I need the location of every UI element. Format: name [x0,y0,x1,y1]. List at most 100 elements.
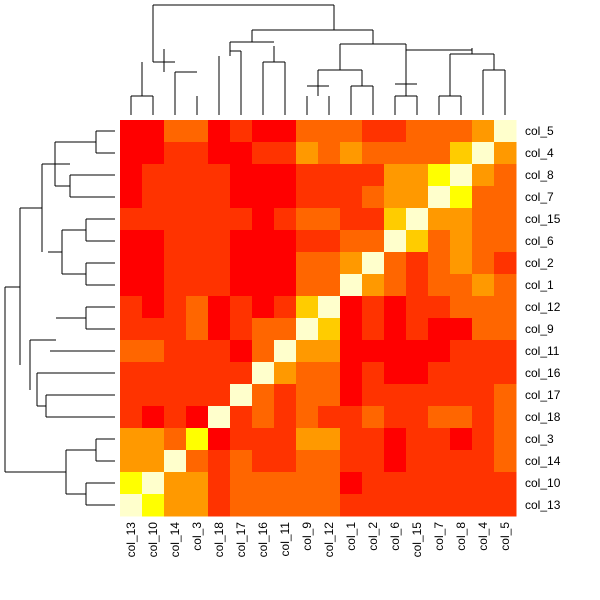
heatmap-cell [230,384,253,407]
heatmap-cell [208,274,231,297]
column-dendrogram [130,4,506,115]
heatmap-cell [230,274,253,297]
heatmap-cell [362,164,385,187]
heatmap-cell [164,384,187,407]
heatmap-cell [428,120,451,143]
heatmap-cell [230,252,253,275]
heatmap-cell [208,208,231,231]
heatmap-cell [406,362,429,385]
heatmap-cell [296,406,319,429]
heatmap-cell [252,208,275,231]
y-tick-label: col_7 [525,190,554,204]
y-tick-label: col_4 [525,146,554,160]
heatmap-cell [274,472,297,495]
heatmap-cell [494,318,517,341]
heatmap-cell [362,494,385,517]
heatmap-cell [120,230,143,253]
heatmap-cell [274,494,297,517]
y-tick-label: col_15 [525,212,561,226]
heatmap-cell [494,406,517,429]
heatmap-cell [142,186,165,209]
heatmap-cell [186,362,209,385]
heatmap-cell [208,494,231,517]
heatmap-cell [142,406,165,429]
heatmap-cell [164,450,187,473]
heatmap-cell [142,450,165,473]
heatmap-cell [384,208,407,231]
heatmap-cell [230,362,253,385]
heatmap-cell [120,164,143,187]
heatmap-cell [164,494,187,517]
heatmap-cell [186,384,209,407]
heatmap-cell [274,274,297,297]
y-tick-label: col_12 [525,300,561,314]
heatmap-cell [472,494,495,517]
x-tick-label: col_2 [366,522,380,551]
heatmap-cell [428,472,451,495]
heatmap-cell [494,164,517,187]
heatmap-cell [450,450,473,473]
heatmap-cell [252,252,275,275]
heatmap-cell [340,120,363,143]
heatmap-cell [318,406,341,429]
heatmap-cell [296,428,319,451]
heatmap-cell [142,340,165,363]
heatmap-cell [428,494,451,517]
y-axis-tick-labels: col_5 col_4 col_8 col_7 col_15 col_6 col_2 col_… [525,124,561,512]
heatmap-cell [296,120,319,143]
heatmap-cell [428,274,451,297]
heatmap-cells [120,120,517,517]
heatmap-cell [186,186,209,209]
heatmap-cell [120,142,143,165]
heatmap-cell [252,296,275,319]
heatmap-cell [406,274,429,297]
x-tick-label: col_17 [234,522,248,558]
heatmap-cell [340,318,363,341]
heatmap-cell [384,428,407,451]
heatmap-cell [252,230,275,253]
heatmap-cell [142,362,165,385]
heatmap-cell [384,164,407,187]
heatmap-cell [362,208,385,231]
heatmap-cell [252,450,275,473]
heatmap-cell [450,318,473,341]
y-tick-label: col_6 [525,234,554,248]
heatmap-cell [384,252,407,275]
x-tick-label: col_15 [410,522,424,558]
heatmap-cell [296,208,319,231]
y-tick-label: col_9 [525,322,554,336]
heatmap-cell [164,142,187,165]
heatmap-cell [230,406,253,429]
heatmap-cell [230,164,253,187]
heatmap-cell [230,296,253,319]
heatmap-cell [428,384,451,407]
heatmap-cell [252,428,275,451]
heatmap-cell [164,296,187,319]
heatmap-cell [494,450,517,473]
heatmap-cell [230,208,253,231]
y-tick-label: col_14 [525,454,561,468]
heatmap-cell [296,230,319,253]
heatmap-cell [296,362,319,385]
heatmap-cell [142,296,165,319]
heatmap-cell [362,186,385,209]
heatmap-cell [362,142,385,165]
heatmap-cell [252,274,275,297]
heatmap-cell [428,362,451,385]
heatmap-cell [406,428,429,451]
heatmap-cell [142,384,165,407]
heatmap-cell [252,494,275,517]
heatmap-cell [450,340,473,363]
x-tick-label: col_7 [432,522,446,551]
heatmap-cell [340,186,363,209]
y-tick-label: col_1 [525,278,554,292]
y-tick-label: col_18 [525,410,561,424]
heatmap-cell [274,428,297,451]
heatmap-cell [318,274,341,297]
heatmap-cell [472,252,495,275]
heatmap-cell [384,472,407,495]
row-dendrogram [4,130,115,506]
heatmap-cell [142,318,165,341]
heatmap-cell [164,120,187,143]
heatmap-cell [186,296,209,319]
